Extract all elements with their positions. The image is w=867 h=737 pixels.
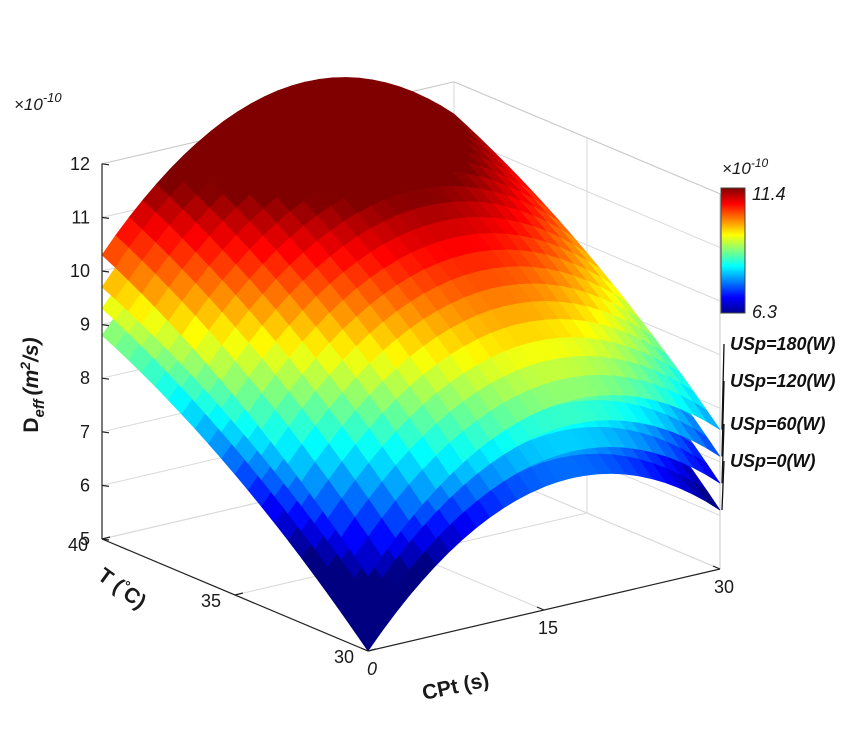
series-label: USp=60(W): [730, 414, 826, 434]
z-axis-title-sup: 2: [17, 362, 33, 371]
z-exponent-prefix: ×10: [14, 95, 43, 114]
z-tick-label: 12: [70, 154, 90, 174]
z-tick-label: 6: [80, 475, 90, 495]
series-leader-line: [721, 423, 725, 484]
z-axis-title: Deff(m2/s): [17, 337, 48, 432]
z-tick-label: 11: [71, 207, 90, 227]
cpt-tick: [712, 565, 721, 570]
z-tick: [101, 324, 110, 327]
series-labels: USp=0(W) USp=60(W) USp=120(W) USp=180(W): [721, 334, 836, 511]
surface-patch: [354, 536, 382, 577]
t-tick: [101, 536, 111, 540]
z-tick: [101, 163, 110, 166]
z-tick-label: 9: [80, 315, 90, 335]
z-tick-label: 5: [80, 529, 90, 549]
colorbar: ×10-10 11.4 6.3: [720, 156, 786, 322]
z-axis-title-main: D: [20, 417, 43, 432]
cpt-axis-title: CPt (s): [420, 668, 491, 705]
t-tick: [234, 592, 244, 596]
series-label: USp=120(W): [730, 371, 836, 391]
axes: 5 6 7 8 9 10 11 12 40 35 30 0 15 30: [68, 154, 734, 679]
series-leader-line: [721, 343, 725, 430]
surfaces: [101, 77, 721, 652]
colorbar-gradient: [721, 188, 745, 313]
z-tick: [101, 270, 110, 273]
t-tick-label: 35: [201, 591, 221, 611]
z-axis-exponent: ×10-10: [14, 90, 62, 114]
z-axis-title-unit-end: /s): [20, 337, 43, 363]
t-tick: [367, 648, 377, 652]
series-leader-line: [721, 380, 725, 457]
series-label: USp=0(W): [730, 451, 816, 471]
z-tick-label: 8: [80, 368, 90, 388]
colorbar-exponent-prefix: ×10: [722, 159, 751, 178]
t-tick-label: 30: [334, 647, 354, 667]
colorbar-exponent-power: -10: [751, 156, 769, 170]
z-axis-title-sub: eff: [31, 397, 48, 417]
cpt-tick-label: 30: [714, 577, 734, 597]
series-leader-line: [721, 460, 725, 511]
t-tick-label: 40: [68, 535, 88, 555]
colorbar-frame: [720, 187, 746, 314]
cpt-tick-label: 15: [538, 618, 558, 638]
colorbar-max-label: 11.4: [752, 184, 786, 204]
z-axis-title-unit: (m: [20, 370, 43, 396]
z-tick: [101, 216, 110, 219]
z-tick-label: 7: [80, 422, 90, 442]
z-tick: [101, 484, 110, 487]
z-exponent-power: -10: [43, 90, 63, 105]
colorbar-exponent: ×10-10: [722, 156, 769, 178]
surface-180w: [101, 77, 721, 577]
cpt-tick-label: 0: [367, 659, 377, 679]
z-tick: [101, 377, 110, 380]
t-axis-title: T (°C): [93, 562, 151, 614]
z-tick-label: 10: [70, 261, 90, 281]
cpt-tick: [360, 647, 369, 652]
series-label: USp=180(W): [730, 334, 836, 354]
z-tick: [101, 431, 110, 434]
cpt-tick: [536, 606, 545, 611]
colorbar-min-label: 6.3: [752, 302, 777, 322]
